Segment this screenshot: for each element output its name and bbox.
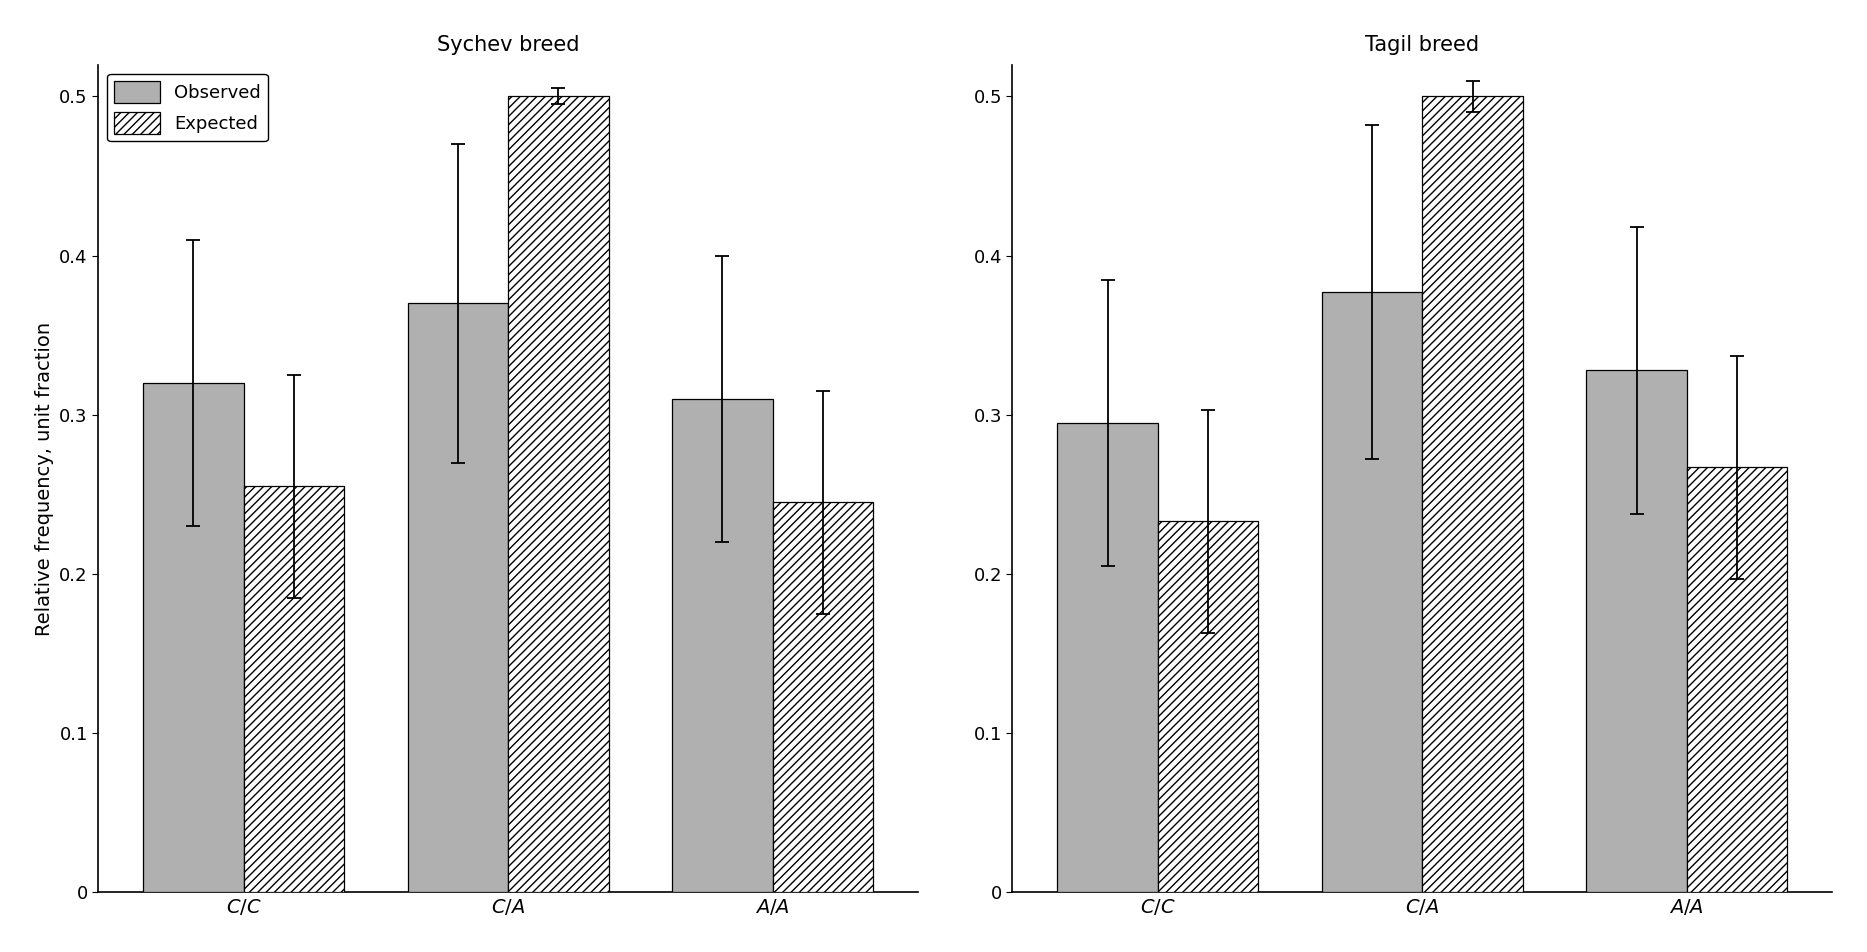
Bar <box>672 399 773 892</box>
Y-axis label: Relative frequency, unit fraction: Relative frequency, unit fraction <box>35 322 54 636</box>
Bar <box>1057 423 1158 892</box>
Bar <box>245 486 344 892</box>
Bar <box>144 383 245 892</box>
Bar <box>1423 96 1523 892</box>
Bar <box>1587 370 1686 892</box>
Bar <box>773 503 874 892</box>
Bar <box>508 96 609 892</box>
Title: Sychev breed: Sychev breed <box>437 34 579 54</box>
Bar <box>1158 522 1258 892</box>
Bar <box>407 304 508 892</box>
Title: Tagil breed: Tagil breed <box>1365 34 1479 54</box>
Bar <box>1686 467 1787 892</box>
Legend: Observed, Expected: Observed, Expected <box>106 73 269 141</box>
Bar <box>1322 292 1423 892</box>
